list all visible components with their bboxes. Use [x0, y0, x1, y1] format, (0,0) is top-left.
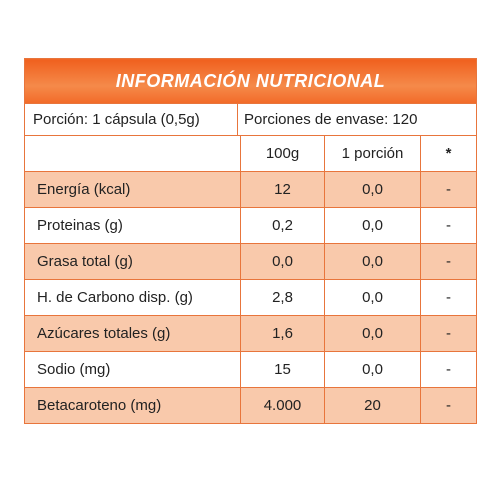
- portion-row: Porción: 1 cápsula (0,5g) Porciones de en…: [23, 103, 478, 136]
- nutrient-row: H. de Carbono disp. (g) 2,8 0,0-: [24, 279, 478, 316]
- nutrient-value: -: [419, 315, 478, 352]
- header-blank: [24, 135, 241, 172]
- nutrient-value: 0,0: [324, 207, 421, 244]
- title-row: INFORMACIÓN NUTRICIONAL: [23, 58, 478, 104]
- nutrient-value: -: [419, 207, 478, 244]
- column-header: 1 porción: [324, 135, 421, 172]
- nutrition-panel: INFORMACIÓN NUTRICIONAL Porción: 1 cápsu…: [23, 58, 478, 424]
- nutrient-value: 1,6: [240, 315, 325, 352]
- column-header-row: 100g 1 porción *: [24, 135, 478, 172]
- nutrient-name: Energía (kcal): [24, 171, 241, 208]
- nutrient-row: Energía (kcal) 12 0,0-: [24, 171, 478, 208]
- nutrient-value: -: [419, 387, 478, 424]
- servings: Porciones de envase: 120: [244, 111, 418, 128]
- nutrient-row: Azúcares totales (g) 1,6 0,0-: [24, 315, 478, 352]
- nutrient-value: 0,0: [324, 351, 421, 388]
- nutrient-name: Azúcares totales (g): [24, 315, 241, 352]
- nutrient-name: Proteinas (g): [24, 207, 241, 244]
- nutrient-row: Sodio (mg) 15 0,0-: [24, 351, 478, 388]
- nutrient-value: 0,2: [240, 207, 325, 244]
- portion: Porción: 1 cápsula (0,5g): [25, 104, 238, 135]
- nutrient-name: Grasa total (g): [24, 243, 241, 280]
- nutrient-value: -: [419, 279, 478, 316]
- nutrient-value: 0,0: [324, 315, 421, 352]
- nutrient-value: -: [419, 243, 478, 280]
- table-title: INFORMACIÓN NUTRICIONAL: [23, 58, 478, 104]
- nutrient-value: 0,0: [324, 171, 421, 208]
- nutrient-value: 0,0: [324, 279, 421, 316]
- nutrient-value: 15: [240, 351, 325, 388]
- nutrient-value: 0,0: [324, 243, 421, 280]
- nutrient-name: H. de Carbono disp. (g): [24, 279, 241, 316]
- nutrition-table: INFORMACIÓN NUTRICIONAL Porción: 1 cápsu…: [23, 58, 478, 424]
- nutrient-value: -: [419, 171, 478, 208]
- nutrient-name: Sodio (mg): [24, 351, 241, 388]
- portion-split: Porción: 1 cápsula (0,5g) Porciones de en…: [25, 104, 476, 135]
- nutrient-name: Betacaroteno (mg): [24, 387, 241, 424]
- nutrient-row: Grasa total (g) 0,0 0,0-: [24, 243, 478, 280]
- nutrient-row: Betacaroteno (mg) 4.000 20-: [24, 387, 478, 424]
- column-header: *: [419, 135, 478, 172]
- portion-cell: Porción: 1 cápsula (0,5g) Porciones de en…: [23, 103, 478, 136]
- nutrient-value: -: [419, 351, 478, 388]
- nutrient-value: 2,8: [240, 279, 325, 316]
- nutrient-value: 12: [240, 171, 325, 208]
- nutrient-value: 20: [324, 387, 421, 424]
- table-body: INFORMACIÓN NUTRICIONAL Porción: 1 cápsu…: [23, 58, 478, 424]
- nutrient-value: 0,0: [240, 243, 325, 280]
- nutrient-value: 4.000: [240, 387, 325, 424]
- nutrient-row: Proteinas (g) 0,2 0,0-: [24, 207, 478, 244]
- column-header: 100g: [240, 135, 325, 172]
